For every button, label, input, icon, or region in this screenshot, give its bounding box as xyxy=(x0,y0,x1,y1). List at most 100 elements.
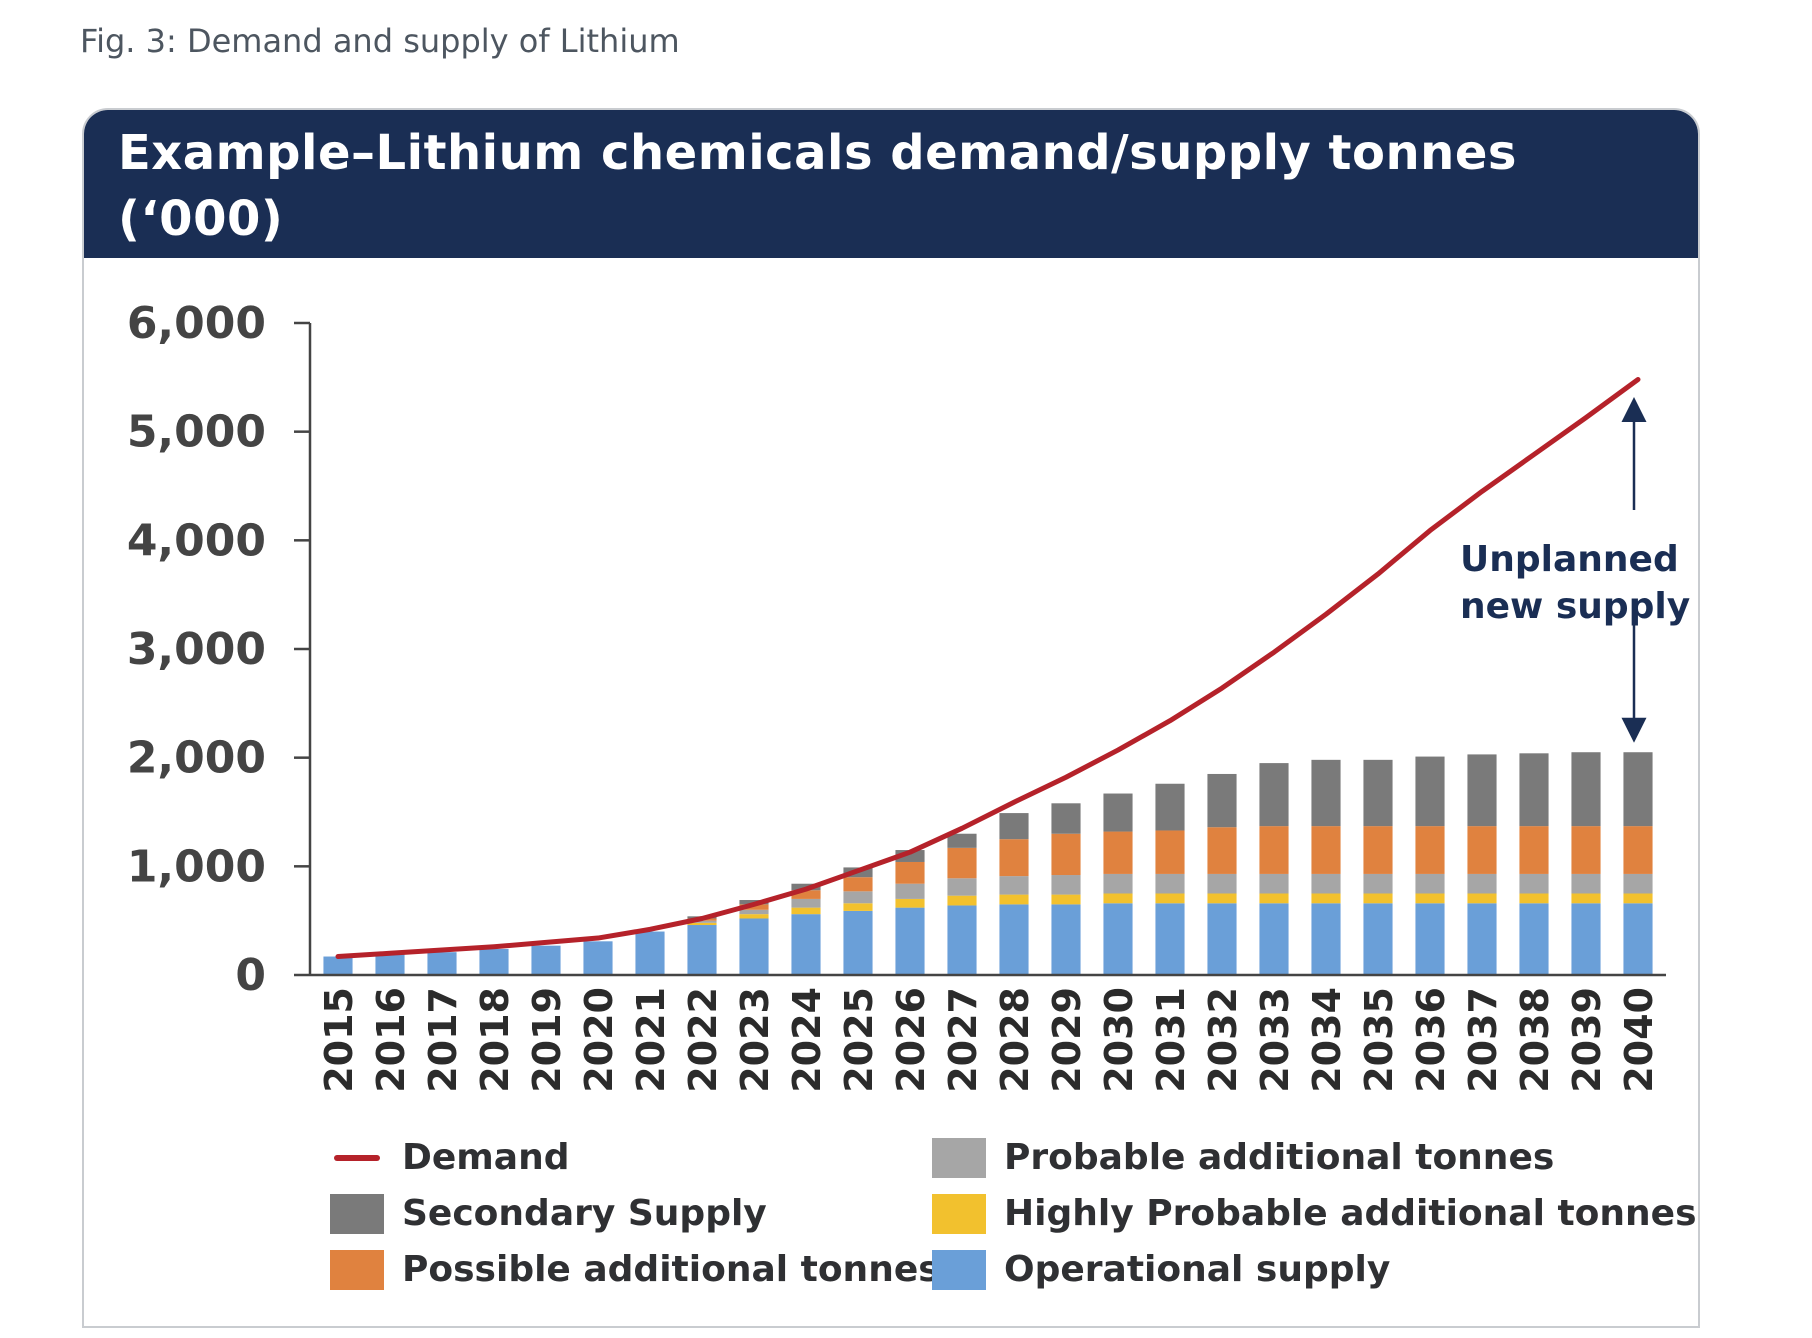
bar-segment-probable-additional-tonnes xyxy=(1207,873,1237,894)
bar-segment-highly-probable-additional-tonnes xyxy=(739,914,769,919)
x-tick-label: 2024 xyxy=(785,987,829,1093)
x-tick-label: 2030 xyxy=(1097,987,1141,1093)
bar-segment-operational-supply xyxy=(375,954,405,975)
bar-segment-probable-additional-tonnes xyxy=(947,878,977,896)
bar-segment-probable-additional-tonnes xyxy=(1519,873,1549,894)
x-tick-label: 2021 xyxy=(629,987,673,1093)
bar-segment-highly-probable-additional-tonnes xyxy=(1103,893,1133,904)
y-tick-label: 2,000 xyxy=(127,733,266,784)
bar-segment-highly-probable-additional-tonnes xyxy=(1467,893,1497,904)
bar-segment-possible-additional-tonnes xyxy=(1051,833,1081,876)
bar-segment-highly-probable-additional-tonnes xyxy=(1519,893,1549,904)
bar-segment-probable-additional-tonnes xyxy=(895,883,925,899)
legend-item-probable-additional: Probable additional tonnes xyxy=(932,1137,1554,1178)
bar-segment-operational-supply xyxy=(687,925,717,975)
bar-segment-operational-supply xyxy=(1467,903,1497,975)
bar-segment-highly-probable-additional-tonnes xyxy=(843,903,873,911)
annotation-text-line1: Unplanned xyxy=(1460,539,1679,580)
bar-segment-highly-probable-additional-tonnes xyxy=(895,898,925,908)
bar-segment-highly-probable-additional-tonnes xyxy=(1571,893,1601,904)
bar-segment-highly-probable-additional-tonnes xyxy=(1259,893,1289,904)
bar-segment-probable-additional-tonnes xyxy=(1051,875,1081,895)
legend-label-highly-probable-additional: Highly Probable additional tonnes xyxy=(1004,1193,1697,1234)
bar-segment-operational-supply xyxy=(739,918,769,975)
x-tick-label: 2015 xyxy=(317,987,361,1093)
bar-segment-possible-additional-tonnes xyxy=(1207,827,1237,874)
bar-segment-secondary-supply xyxy=(947,833,977,848)
bar-segment-possible-additional-tonnes xyxy=(1155,830,1185,874)
bar-segment-probable-additional-tonnes xyxy=(1571,873,1601,894)
annotation-text-line2: new supply xyxy=(1460,586,1690,627)
x-tick-label: 2026 xyxy=(889,987,933,1093)
bar-segment-possible-additional-tonnes xyxy=(1571,826,1601,874)
bar-segment-probable-additional-tonnes xyxy=(1415,873,1445,894)
x-tick-label: 2020 xyxy=(577,987,621,1093)
bar-segment-operational-supply xyxy=(1207,903,1237,975)
bar-segment-highly-probable-additional-tonnes xyxy=(1363,893,1393,904)
x-tick-label: 2028 xyxy=(993,987,1037,1093)
x-tick-label: 2040 xyxy=(1617,987,1661,1093)
bar-segment-secondary-supply xyxy=(1103,793,1133,832)
bar-segment-probable-additional-tonnes xyxy=(739,909,769,915)
bar-segment-operational-supply xyxy=(1519,903,1549,975)
bar-segment-possible-additional-tonnes xyxy=(947,847,977,879)
legend-item-secondary-supply: Secondary Supply xyxy=(330,1193,767,1234)
y-tick-label: 4,000 xyxy=(127,515,266,566)
x-tick-label: 2027 xyxy=(941,987,985,1093)
bar-segment-operational-supply xyxy=(427,952,457,975)
bar-segment-probable-additional-tonnes xyxy=(1311,873,1341,894)
bar-segment-probable-additional-tonnes xyxy=(1103,873,1133,894)
demand-line xyxy=(335,377,1641,960)
bar-segment-operational-supply xyxy=(479,948,509,975)
x-tick-label: 2034 xyxy=(1305,987,1349,1093)
x-tick-label: 2032 xyxy=(1201,987,1245,1093)
bar-segment-possible-additional-tonnes xyxy=(1311,826,1341,874)
bar-segment-possible-additional-tonnes xyxy=(1415,826,1445,874)
legend-item-highly-probable-additional: Highly Probable additional tonnes xyxy=(932,1193,1697,1234)
bar-segment-secondary-supply xyxy=(1467,754,1497,827)
legend-swatch-secondary-supply xyxy=(330,1193,384,1234)
bar-segment-highly-probable-additional-tonnes xyxy=(1207,893,1237,904)
bar-segment-possible-additional-tonnes xyxy=(1467,826,1497,874)
bar-segment-operational-supply xyxy=(1155,903,1185,975)
bar-segment-highly-probable-additional-tonnes xyxy=(1415,893,1445,904)
x-tick-label: 2033 xyxy=(1253,987,1297,1093)
figure-caption: Fig. 3: Demand and supply of Lithium xyxy=(80,22,680,60)
bar-segment-possible-additional-tonnes xyxy=(791,890,821,899)
bar-segment-operational-supply xyxy=(1051,904,1081,975)
bar-segment-secondary-supply xyxy=(1623,752,1653,827)
x-tick-label: 2031 xyxy=(1149,987,1193,1093)
bar-segment-operational-supply xyxy=(791,914,821,975)
bar-segment-probable-additional-tonnes xyxy=(1155,873,1185,894)
x-tick-label: 2037 xyxy=(1461,987,1505,1093)
y-tick-label: 3,000 xyxy=(127,624,266,675)
bar-segment-operational-supply xyxy=(1103,903,1133,975)
x-tick-label: 2029 xyxy=(1045,987,1089,1093)
x-tick-label: 2035 xyxy=(1357,987,1401,1093)
bar-segment-possible-additional-tonnes xyxy=(739,904,769,910)
bar-segment-highly-probable-additional-tonnes xyxy=(1155,893,1185,904)
legend-swatch-possible-additional xyxy=(330,1249,384,1290)
legend-label-demand: Demand xyxy=(402,1137,570,1178)
bar-segment-possible-additional-tonnes xyxy=(1623,826,1653,874)
bar-segment-secondary-supply xyxy=(999,813,1029,840)
bar-segment-secondary-supply xyxy=(1259,763,1289,827)
bar-segment-operational-supply xyxy=(1415,903,1445,975)
bar-segment-operational-supply xyxy=(1311,903,1341,975)
bar-segment-operational-supply xyxy=(1623,903,1653,975)
x-tick-label: 2025 xyxy=(837,987,881,1093)
bar-segment-possible-additional-tonnes xyxy=(1259,826,1289,874)
bar-segment-probable-additional-tonnes xyxy=(1363,873,1393,894)
x-tick-label: 2038 xyxy=(1513,987,1557,1093)
chart-title: Example–Lithium chemicals demand/supply … xyxy=(118,125,1517,247)
x-tick-label: 2039 xyxy=(1565,987,1609,1093)
legend-label-possible-additional: Possible additional tonnes xyxy=(402,1249,940,1290)
x-tick-label: 2036 xyxy=(1409,987,1453,1093)
bar-segment-possible-additional-tonnes xyxy=(895,861,925,884)
legend-swatch-demand xyxy=(330,1138,384,1178)
bar-segment-probable-additional-tonnes xyxy=(843,891,873,904)
x-tick-label: 2018 xyxy=(473,987,517,1093)
legend-item-demand: Demand xyxy=(330,1137,570,1178)
bar-segment-possible-additional-tonnes xyxy=(1519,826,1549,874)
